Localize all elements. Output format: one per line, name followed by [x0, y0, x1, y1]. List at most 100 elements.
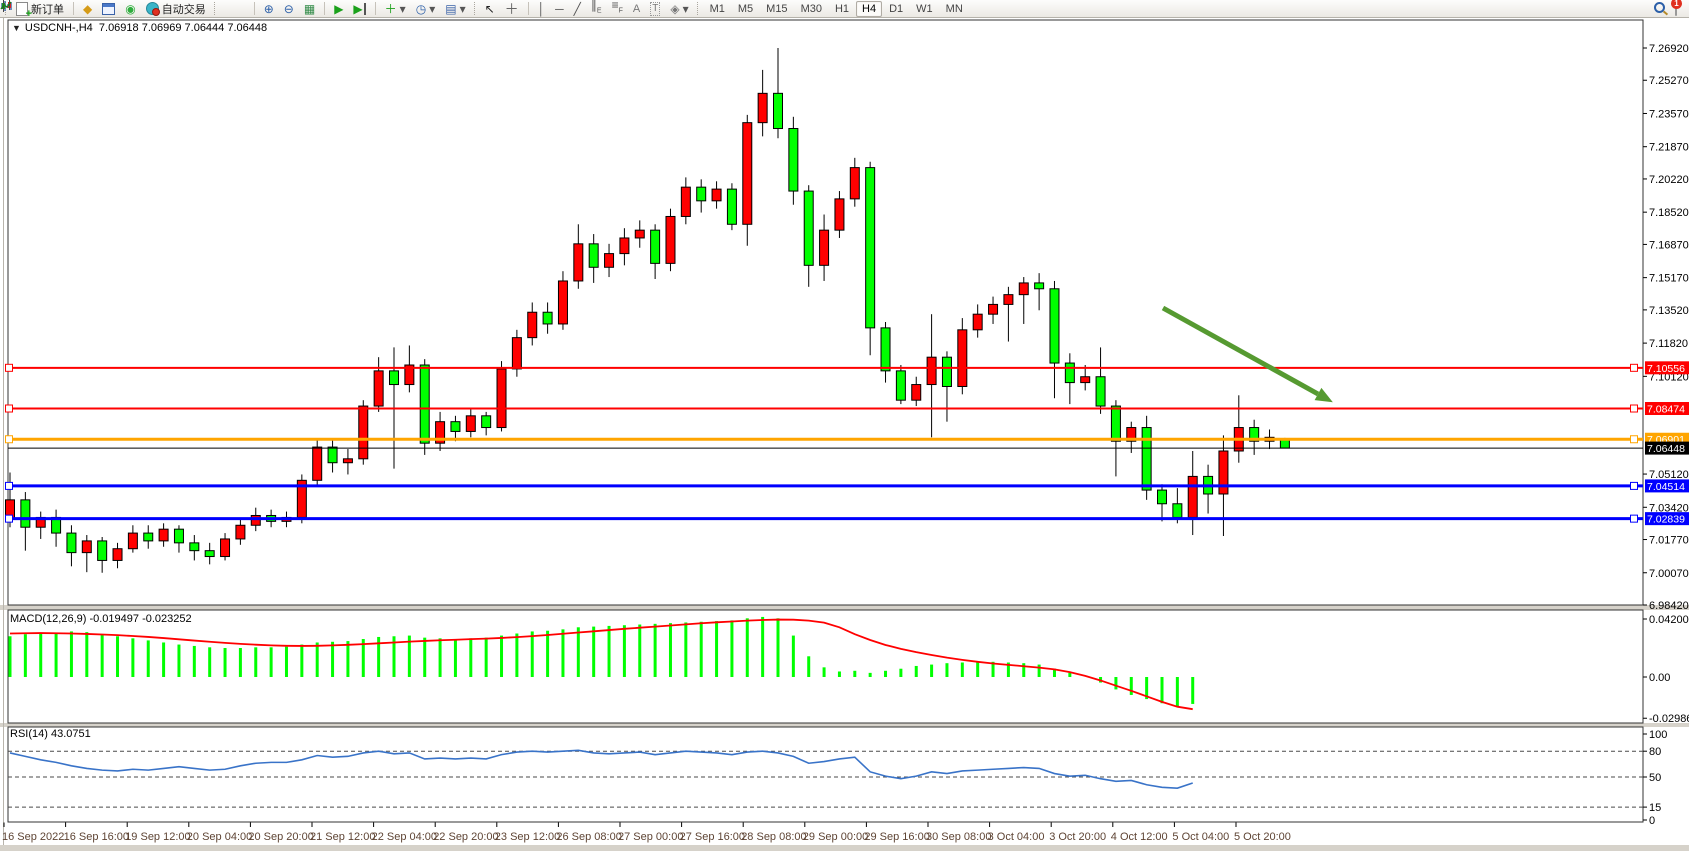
timeframe-button-M30[interactable]: M30	[800, 2, 822, 15]
signals-button[interactable]: ◉	[121, 1, 139, 17]
candle	[726, 188, 737, 225]
notifications-button[interactable]: 1	[1671, 0, 1682, 16]
template-dropdown[interactable]: ▤ ▾	[441, 1, 469, 17]
search-button[interactable]	[1654, 1, 1665, 16]
equidistant-channel-button[interactable]: ∥E	[587, 0, 606, 17]
zoom-in-button[interactable]: ⊕	[260, 1, 278, 17]
separator	[527, 2, 529, 15]
price-tick-label: 7.20220	[1649, 174, 1689, 186]
price-tick-label: 7.11820	[1649, 338, 1688, 350]
autotrading-icon	[145, 2, 160, 16]
period-dropdown[interactable]: ◷ ▾	[412, 1, 440, 17]
separator	[253, 2, 255, 15]
macd-tick-label: 0.042001	[1649, 614, 1689, 626]
rsi-tick-label: 50	[1649, 772, 1661, 784]
crosshair-icon: ＋	[504, 0, 519, 17]
new-order-button[interactable]: 新订单	[12, 1, 68, 20]
candle	[1141, 427, 1152, 491]
auto-scroll-button[interactable]: ▶	[330, 1, 347, 17]
timeframe-button-H1[interactable]: H1	[834, 2, 850, 15]
candle	[788, 128, 799, 192]
level-handle[interactable]	[1630, 514, 1638, 523]
timeframe-button-M5[interactable]: M5	[737, 2, 754, 15]
candle	[342, 458, 353, 464]
candle	[1218, 450, 1229, 495]
level-handle[interactable]	[1630, 481, 1638, 490]
macd-pane[interactable]	[7, 609, 1644, 724]
trendline-button[interactable]: ╱	[570, 1, 585, 17]
bar-chart-button[interactable]	[1, 1, 229, 17]
price-label-box	[1645, 479, 1689, 493]
level-handle[interactable]	[1630, 363, 1638, 372]
price-tick-label: 7.00070	[1649, 568, 1689, 580]
chevron-down-icon: ▾	[429, 1, 436, 16]
crosshair-button[interactable]: ＋	[501, 1, 523, 17]
level-handle[interactable]	[1630, 404, 1638, 413]
candle	[358, 405, 369, 460]
timeframe-button-D1[interactable]: D1	[889, 2, 904, 15]
candle	[1064, 362, 1075, 384]
level-handle[interactable]	[5, 435, 13, 444]
chart-menu-icon[interactable]: ▼	[12, 23, 21, 33]
shapes-dropdown[interactable]: ◈ ▾	[666, 1, 692, 17]
trend-arrow[interactable]	[1161, 305, 1320, 397]
time-tick-label: 30 Sep 08:00	[926, 831, 991, 843]
pane-separator[interactable]	[0, 605, 1689, 610]
pane-separator[interactable]	[0, 723, 1689, 727]
rsi-title: RSI(14) 43.0751	[10, 728, 91, 740]
cursor-button[interactable]: ↖	[481, 1, 499, 17]
text-icon: A	[632, 2, 641, 15]
candlestick-button[interactable]	[2, 0, 239, 17]
main-pane[interactable]	[7, 19, 1644, 606]
price-label-text: 7.04514	[1647, 481, 1685, 493]
time-tick-label: 16 Sep 2022	[2, 831, 64, 843]
toolbar-right: 1	[1654, 0, 1689, 16]
level-handle[interactable]	[5, 481, 13, 490]
timeframe-button-W1[interactable]: W1	[916, 2, 933, 15]
fibonacci-button[interactable]: ≡F	[608, 0, 627, 17]
chart-shift-button[interactable]: ▶	[349, 1, 369, 17]
line-chart-button[interactable]	[0, 1, 249, 17]
timeframe-button-H4[interactable]: H4	[856, 0, 883, 17]
rsi-tick-label: 0	[1649, 815, 1655, 827]
new-chart-dropdown[interactable]: ＋ ▾	[381, 1, 410, 17]
timeframe-button-MN[interactable]: MN	[945, 2, 963, 15]
timeframe-button-M1[interactable]: M1	[709, 2, 725, 15]
candle	[173, 528, 184, 544]
level-handle[interactable]	[5, 363, 13, 372]
trendline-icon: ╱	[573, 1, 581, 16]
autotrading-button[interactable]: 自动交易	[142, 1, 210, 17]
level-handle[interactable]	[5, 514, 13, 523]
data-window-button[interactable]	[98, 1, 119, 17]
chart-shift-icon: ▶	[353, 2, 366, 15]
candle	[1095, 376, 1106, 407]
trend-arrow-head[interactable]	[1314, 387, 1333, 403]
time-tick-label: 16 Sep 16:00	[64, 831, 129, 843]
toolbar-drag-handle	[473, 2, 477, 15]
rsi-pane[interactable]	[7, 726, 1644, 823]
level-handle[interactable]	[1630, 435, 1638, 444]
horizontal-line-button[interactable]: ─	[551, 1, 568, 17]
candle	[1003, 294, 1014, 305]
timeframe-button-M15[interactable]: M15	[766, 2, 788, 15]
text-label-button[interactable]: T	[646, 1, 664, 17]
macd-signal-line	[9, 618, 1193, 711]
separator	[324, 2, 326, 15]
candle	[127, 532, 138, 550]
symbols-button[interactable]: ◆	[79, 1, 96, 17]
level-handle[interactable]	[5, 404, 13, 413]
tile-windows-button[interactable]: ▦	[300, 1, 319, 17]
candle	[650, 229, 661, 264]
candle	[619, 237, 630, 255]
candle	[250, 514, 261, 526]
rsi-line	[9, 749, 1193, 789]
candle	[496, 368, 507, 429]
time-tick-label: 26 Sep 08:00	[556, 831, 621, 843]
candle	[757, 92, 768, 124]
zoom-out-button[interactable]: ⊖	[280, 1, 298, 17]
text-button[interactable]: A	[629, 1, 644, 17]
vertical-line-button[interactable]: │	[534, 1, 550, 17]
ohlc-values: 7.06918 7.06969 7.06444 7.06448	[98, 22, 268, 34]
candle	[834, 198, 845, 231]
